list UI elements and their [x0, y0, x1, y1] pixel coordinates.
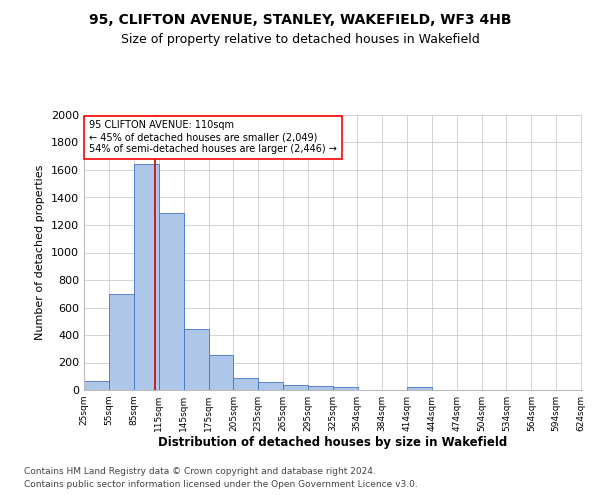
Text: 95 CLIFTON AVENUE: 110sqm
← 45% of detached houses are smaller (2,049)
54% of se: 95 CLIFTON AVENUE: 110sqm ← 45% of detac…	[89, 120, 337, 154]
Text: Contains public sector information licensed under the Open Government Licence v3: Contains public sector information licen…	[24, 480, 418, 489]
Bar	[233, 378, 259, 390]
Y-axis label: Number of detached properties: Number of detached properties	[35, 165, 46, 340]
Bar	[308, 386, 333, 390]
Bar	[84, 381, 109, 390]
Bar	[109, 294, 134, 390]
Bar	[134, 164, 159, 390]
Bar	[184, 329, 209, 390]
Bar	[283, 384, 308, 390]
Text: Contains HM Land Registry data © Crown copyright and database right 2024.: Contains HM Land Registry data © Crown c…	[24, 468, 376, 476]
Text: Size of property relative to detached houses in Wakefield: Size of property relative to detached ho…	[121, 32, 479, 46]
Bar	[407, 387, 432, 390]
Bar	[209, 355, 233, 390]
Bar	[259, 382, 283, 390]
Bar	[159, 214, 184, 390]
Bar	[333, 386, 358, 390]
Text: 95, CLIFTON AVENUE, STANLEY, WAKEFIELD, WF3 4HB: 95, CLIFTON AVENUE, STANLEY, WAKEFIELD, …	[89, 12, 511, 26]
Text: Distribution of detached houses by size in Wakefield: Distribution of detached houses by size …	[158, 436, 508, 449]
